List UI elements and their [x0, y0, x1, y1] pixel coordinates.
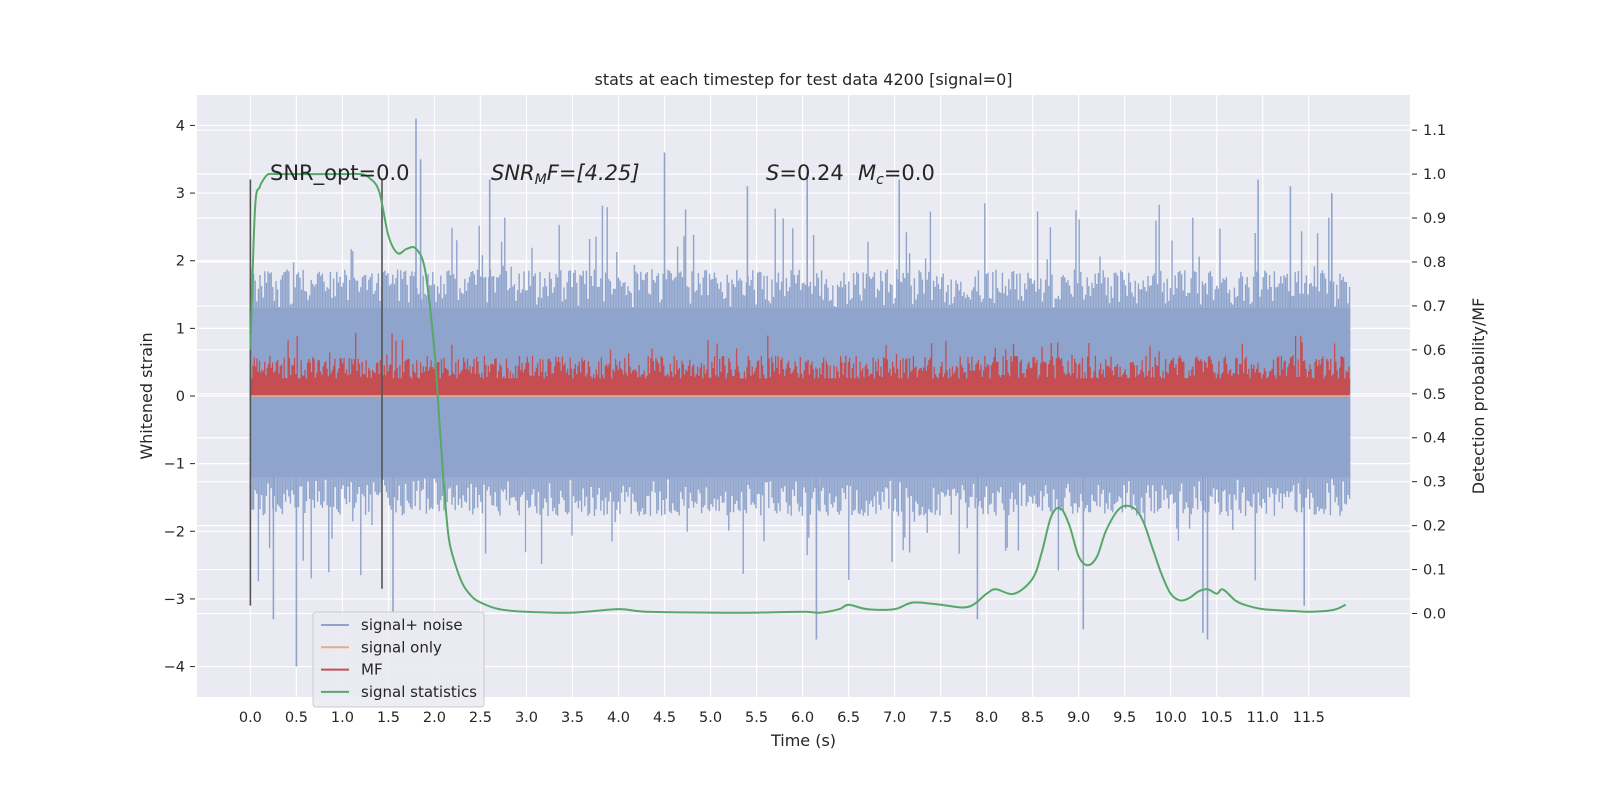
annotation-s: S=0.24	[766, 161, 844, 185]
x-tick-label: 9.0	[1067, 710, 1090, 726]
y-tick-label: 2	[176, 254, 185, 270]
snr-mf-main: SNR	[491, 161, 535, 185]
y2-axis-label: Detection probability/MF	[1469, 298, 1488, 495]
y2-tick-label: 0.3	[1423, 475, 1446, 491]
y2-axis-ticks: 1.1 1.0 0.9 0.8 0.7 0.6 0.5 0.4 0.3 0.2 0.1 0.0	[1412, 123, 1446, 623]
y-tick-label: 4	[176, 118, 185, 134]
y2-tick-label: 1.1	[1423, 123, 1446, 139]
snr-mf-sub: M	[535, 172, 547, 188]
annotations: SNR_opt=0.0 SNRMF=[4.25] S=0.24 Mc=0.0	[270, 161, 935, 188]
y2-tick-label: 1.0	[1423, 167, 1446, 183]
legend-label: signal+ noise	[361, 616, 463, 634]
x-tick-label: 5.5	[745, 710, 768, 726]
y2-tick-label: 0.9	[1423, 211, 1446, 227]
mc-value: =0.0	[884, 161, 935, 185]
s-label: S	[766, 161, 779, 185]
x-tick-label: 11.0	[1247, 710, 1279, 726]
legend-label: signal only	[361, 638, 442, 656]
x-tick-label: 1.0	[331, 710, 354, 726]
x-tick-label: 11.5	[1293, 710, 1325, 726]
annotation-snr-opt: SNR_opt=0.0	[270, 161, 410, 186]
x-tick-label: 2.0	[423, 710, 446, 726]
y-tick-label: −4	[164, 660, 185, 676]
x-tick-label: 4.5	[653, 710, 676, 726]
x-tick-label: 6.5	[837, 710, 860, 726]
y-tick-label: −3	[164, 592, 185, 608]
x-tick-label: 3.0	[515, 710, 538, 726]
y2-tick-label: 0.0	[1423, 607, 1446, 623]
x-tick-label: 9.5	[1113, 710, 1136, 726]
s-value: =0.24	[779, 161, 843, 185]
x-tick-label: 8.5	[1021, 710, 1044, 726]
legend-label: signal statistics	[361, 683, 477, 701]
y2-tick-label: 0.2	[1423, 519, 1446, 535]
snr-mf-f: F=[4.25]	[547, 161, 640, 185]
y-axis-ticks: 4 3 2 1 0 −1 −2 −3 −4	[164, 118, 195, 676]
plot-series	[249, 118, 1351, 667]
y-tick-label: 0	[176, 389, 185, 405]
legend-label: MF	[361, 661, 383, 679]
mc-sub: c	[876, 172, 884, 188]
y2-tick-label: 0.4	[1423, 431, 1446, 447]
y-tick-label: −2	[164, 524, 185, 540]
mc-label: M	[858, 161, 876, 185]
signal-statistics-line	[249, 172, 1347, 614]
x-tick-label: 3.5	[561, 710, 584, 726]
series-signal-statistics	[249, 172, 1347, 614]
y-tick-label: 3	[176, 186, 185, 202]
series-mf	[249, 332, 1351, 396]
y2-tick-label: 0.7	[1423, 299, 1446, 315]
x-tick-label: 0.0	[239, 710, 262, 726]
x-tick-label: 2.5	[469, 710, 492, 726]
x-tick-label: 4.0	[607, 710, 630, 726]
y2-tick-label: 0.6	[1423, 343, 1446, 359]
y2-tick-label: 0.5	[1423, 387, 1446, 403]
legend-box	[312, 611, 485, 708]
x-tick-label: 10.5	[1201, 710, 1233, 726]
y-axis-label: Whitened strain	[137, 332, 156, 459]
x-tick-label: 10.0	[1155, 710, 1187, 726]
x-tick-label: 0.5	[285, 710, 308, 726]
y-tick-label: −1	[164, 457, 185, 473]
x-tick-label: 7.5	[929, 710, 952, 726]
legend: signal+ noise signal only MF signal statist…	[312, 611, 485, 708]
event-markers	[249, 179, 383, 606]
x-tick-label: 5.0	[699, 710, 722, 726]
x-axis-ticks: 0.0 0.5 1.0 1.5 2.0 2.5 3.0 3.5 4.0 4.5 5.0 5.5 6.0 6…	[239, 710, 1325, 726]
x-tick-label: 6.0	[791, 710, 814, 726]
y-tick-label: 1	[176, 321, 185, 337]
x-tick-label: 7.0	[883, 710, 906, 726]
annotation-mc: Mc=0.0	[858, 161, 935, 188]
noise-extremes	[272, 118, 1333, 667]
x-tick-label: 1.5	[377, 710, 400, 726]
chart-title: stats at each timestep for test data 420…	[594, 70, 1012, 89]
y2-tick-label: 0.8	[1423, 255, 1446, 271]
x-axis-label: Time (s)	[770, 731, 836, 750]
y2-tick-label: 0.1	[1423, 563, 1446, 579]
x-tick-label: 8.0	[975, 710, 998, 726]
annotation-snr-mf: SNRMF=[4.25]	[491, 161, 640, 188]
